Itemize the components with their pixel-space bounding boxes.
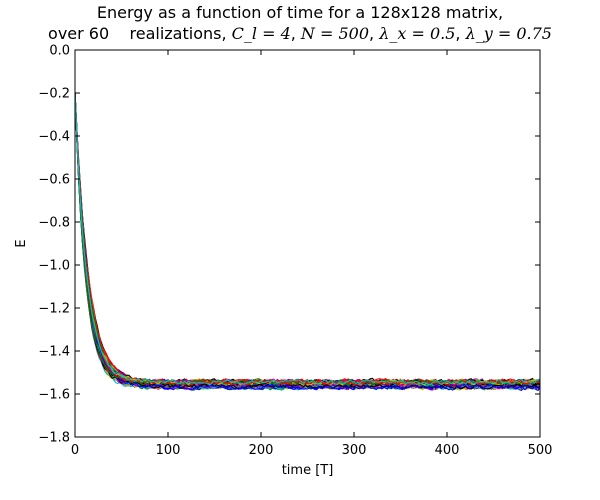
series-line <box>75 93 540 390</box>
x-tick-label: 100 <box>156 443 181 458</box>
series-line <box>75 92 540 388</box>
chart-title-line1: Energy as a function of time for a 128x1… <box>96 3 504 22</box>
series-line <box>75 92 540 389</box>
series-line <box>75 92 540 390</box>
series-line <box>75 93 540 389</box>
series-line <box>75 93 540 387</box>
series-line <box>75 92 540 390</box>
series-line <box>75 92 540 387</box>
y-tick-label: −1.6 <box>38 388 70 403</box>
series-layer <box>75 92 540 392</box>
chart-title-param-cl: C_l = 4 <box>231 24 291 43</box>
series-line <box>75 93 540 386</box>
series-line <box>75 93 540 387</box>
series-line <box>75 92 540 391</box>
series-line <box>75 92 540 386</box>
series-line <box>75 93 540 390</box>
chart-title-prefix: over 60 realizations, <box>48 24 232 43</box>
chart-title-line2: over 60 realizations, C_l = 4, N = 500, … <box>48 24 552 43</box>
y-tick-label: −0.6 <box>38 173 70 188</box>
series-line <box>75 92 540 387</box>
series-line <box>75 92 540 391</box>
y-tick-label: −1.0 <box>38 259 70 274</box>
series-line <box>75 93 540 390</box>
series-line <box>75 93 540 387</box>
series-line <box>75 92 540 391</box>
series-line <box>75 92 540 387</box>
series-line <box>75 93 540 391</box>
ticks-layer: 0 100 200 300 400 500 0.0 −0.2 −0.4 −0.6 −0.8 −1.0 −… <box>38 44 552 459</box>
series-line <box>75 92 540 387</box>
plot-frame <box>74 49 541 438</box>
series-line <box>75 93 540 387</box>
series-line <box>75 93 540 390</box>
series-line <box>75 93 540 387</box>
series-line <box>75 92 540 391</box>
series-line <box>75 92 540 386</box>
x-tick-label: 500 <box>528 443 553 458</box>
series-line <box>75 92 540 386</box>
series-line <box>75 93 540 390</box>
series-line <box>75 92 540 385</box>
series-line <box>75 92 540 392</box>
series-line <box>75 92 540 387</box>
series-line <box>75 93 540 388</box>
series-line <box>75 93 540 386</box>
series-line <box>75 93 540 388</box>
x-tick-label: 300 <box>342 443 367 458</box>
series-line <box>75 92 540 387</box>
series-line <box>75 92 540 388</box>
series-line <box>75 92 540 390</box>
series-line <box>75 93 540 390</box>
y-tick-label: −1.4 <box>38 345 70 360</box>
x-axis-label: time [T] <box>282 463 334 478</box>
y-tick-label: −1.8 <box>38 431 70 446</box>
series-line <box>75 93 540 390</box>
series-line <box>75 92 540 387</box>
chart-title-param-ly: λ_y = 0.75 <box>465 24 552 43</box>
series-line <box>75 92 540 385</box>
y-tick-label: −0.4 <box>38 130 70 145</box>
y-tick-label: −0.8 <box>38 216 70 231</box>
series-line <box>75 92 540 389</box>
series-line <box>75 92 540 385</box>
series-line <box>75 92 540 391</box>
chart-title-param-lx: λ_x = 0.5 <box>379 24 456 43</box>
series-line <box>75 93 540 389</box>
x-tick-label: 200 <box>249 443 274 458</box>
series-line <box>75 92 540 387</box>
series-line <box>75 92 540 385</box>
series-line <box>75 93 540 386</box>
series-line <box>75 92 540 387</box>
series-line <box>75 93 540 388</box>
series-line <box>75 92 540 388</box>
series-line <box>75 92 540 388</box>
series-line <box>75 93 540 390</box>
series-line <box>75 93 540 387</box>
y-tick-label: −0.2 <box>38 87 70 102</box>
series-line <box>75 92 540 386</box>
series-line <box>75 93 540 386</box>
x-tick-label: 0 <box>71 443 79 458</box>
series-line <box>75 93 540 388</box>
y-axis-label: E <box>14 239 29 247</box>
series-line <box>75 93 540 391</box>
series-line <box>75 92 540 385</box>
series-line <box>75 93 540 391</box>
y-tick-label: −1.2 <box>38 302 70 317</box>
x-tick-label: 400 <box>435 443 460 458</box>
chart-title-param-n: N = 500 <box>300 24 370 43</box>
y-tick-label: 0.0 <box>49 44 70 59</box>
